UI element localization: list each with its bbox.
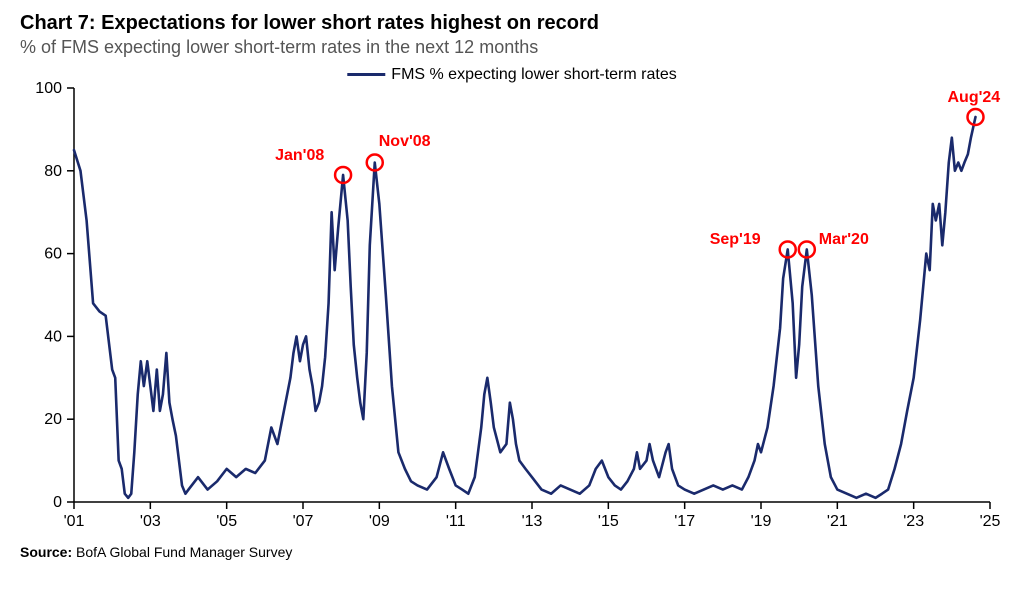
svg-text:'03: '03 xyxy=(140,513,161,530)
source-text: BofA Global Fund Manager Survey xyxy=(76,544,292,560)
svg-text:100: 100 xyxy=(35,80,62,97)
chart-container: FMS % expecting lower short-term rates 0… xyxy=(20,66,1004,536)
svg-text:'01: '01 xyxy=(64,513,85,530)
svg-text:0: 0 xyxy=(53,494,62,511)
svg-text:80: 80 xyxy=(44,163,62,180)
line-chart: 0 20 40 60 80 100 '01 '03 '05 '07 '09 '11 '13 '15 '17 '… xyxy=(20,66,1004,536)
svg-text:'25: '25 xyxy=(980,513,1001,530)
svg-text:'07: '07 xyxy=(293,513,314,530)
svg-text:'13: '13 xyxy=(522,513,543,530)
source-label: Source: xyxy=(20,544,72,560)
svg-text:'19: '19 xyxy=(751,513,772,530)
chart-title: Chart 7: Expectations for lower short ra… xyxy=(20,12,1004,35)
svg-text:'11: '11 xyxy=(446,513,466,530)
svg-text:'05: '05 xyxy=(216,513,237,530)
svg-text:'09: '09 xyxy=(369,513,390,530)
svg-text:'21: '21 xyxy=(827,513,848,530)
svg-text:40: 40 xyxy=(44,328,62,345)
svg-text:'17: '17 xyxy=(674,513,695,530)
page: Chart 7: Expectations for lower short ra… xyxy=(0,0,1024,597)
source-line: Source: BofA Global Fund Manager Survey xyxy=(20,544,1004,560)
legend-label: FMS % expecting lower short-term rates xyxy=(391,66,676,83)
chart-subtitle: % of FMS expecting lower short-term rate… xyxy=(20,37,1004,58)
legend-swatch xyxy=(347,73,385,76)
legend: FMS % expecting lower short-term rates xyxy=(347,66,676,84)
svg-text:60: 60 xyxy=(44,246,62,263)
svg-text:'15: '15 xyxy=(598,513,619,530)
svg-text:20: 20 xyxy=(44,411,62,428)
svg-text:'23: '23 xyxy=(903,513,924,530)
